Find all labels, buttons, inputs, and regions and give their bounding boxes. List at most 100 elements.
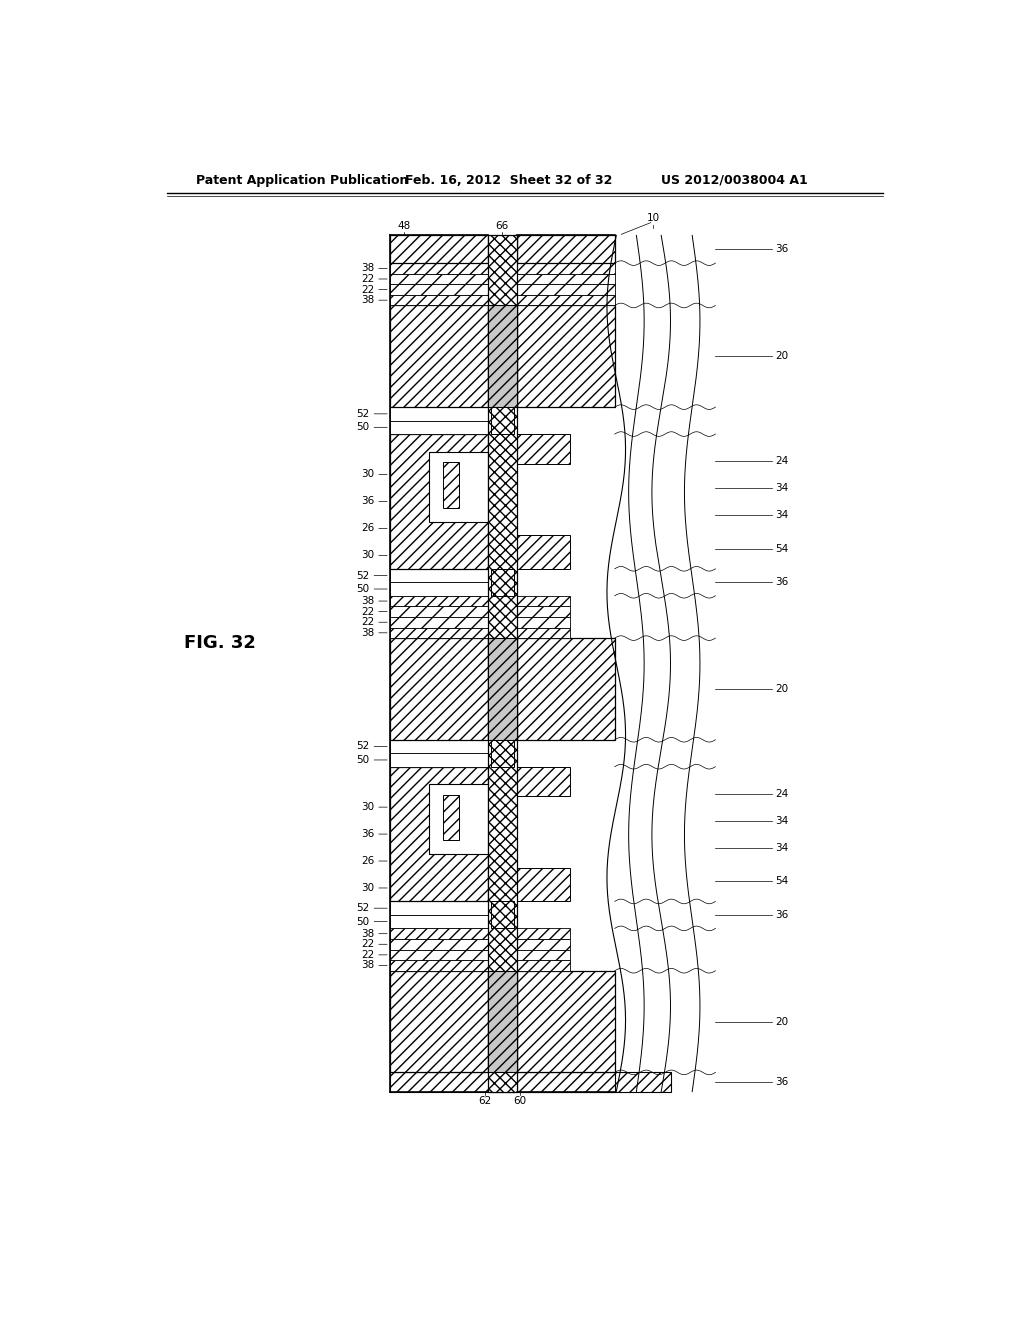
Bar — [390, 915, 487, 928]
Text: 38: 38 — [361, 628, 375, 638]
Text: 30: 30 — [361, 803, 375, 812]
Text: 50: 50 — [356, 916, 370, 927]
Bar — [390, 294, 487, 305]
Bar — [487, 970, 517, 1072]
Text: 62: 62 — [478, 1096, 492, 1106]
Text: 22: 22 — [361, 607, 375, 616]
Bar — [390, 754, 487, 767]
Bar — [487, 638, 517, 739]
Text: 38: 38 — [361, 961, 375, 970]
Text: 20: 20 — [775, 351, 788, 362]
Text: 60: 60 — [514, 1096, 526, 1106]
Text: 22: 22 — [361, 275, 375, 284]
Bar — [390, 949, 487, 960]
Bar — [390, 273, 487, 284]
Bar — [517, 928, 569, 939]
Text: Feb. 16, 2012  Sheet 32 of 32: Feb. 16, 2012 Sheet 32 of 32 — [406, 174, 612, 187]
Bar — [390, 421, 487, 434]
Bar — [390, 616, 487, 627]
Bar — [487, 305, 517, 407]
Text: Patent Application Publication: Patent Application Publication — [197, 174, 409, 187]
Bar — [390, 928, 487, 939]
Text: 38: 38 — [361, 264, 375, 273]
Bar — [517, 627, 569, 638]
Bar — [517, 235, 614, 263]
Bar — [390, 284, 487, 294]
Bar — [517, 606, 569, 616]
Text: 50: 50 — [356, 755, 370, 766]
Text: US 2012/0038004 A1: US 2012/0038004 A1 — [662, 174, 808, 187]
Text: 30: 30 — [361, 470, 375, 479]
Bar — [517, 595, 569, 606]
Text: 52: 52 — [356, 742, 370, 751]
Text: 36: 36 — [361, 496, 375, 507]
Bar — [390, 582, 487, 595]
Text: 36: 36 — [775, 909, 788, 920]
Text: 20: 20 — [775, 684, 788, 694]
Text: 24: 24 — [775, 455, 788, 466]
Text: 52: 52 — [356, 570, 370, 581]
Bar — [517, 949, 569, 960]
Bar — [390, 739, 487, 754]
Text: 54: 54 — [775, 544, 788, 553]
Text: 34: 34 — [775, 510, 788, 520]
Text: 30: 30 — [361, 550, 375, 560]
Bar — [517, 638, 614, 739]
Text: 34: 34 — [775, 483, 788, 492]
Text: 50: 50 — [356, 422, 370, 433]
Text: 24: 24 — [775, 788, 788, 799]
Bar — [390, 638, 487, 739]
Text: 66: 66 — [496, 220, 509, 231]
Text: 22: 22 — [361, 940, 375, 949]
Text: 26: 26 — [361, 524, 375, 533]
Bar — [517, 294, 614, 305]
Text: 22: 22 — [361, 950, 375, 960]
Bar — [390, 606, 487, 616]
Text: 34: 34 — [775, 842, 788, 853]
Text: 34: 34 — [775, 816, 788, 825]
Bar — [390, 970, 487, 1072]
Text: 10: 10 — [647, 213, 660, 223]
Bar — [517, 263, 614, 273]
Bar — [390, 434, 487, 569]
Text: 36: 36 — [361, 829, 375, 840]
Bar — [517, 535, 569, 569]
Bar — [490, 902, 514, 928]
Bar — [517, 1072, 614, 1092]
Bar — [390, 939, 487, 949]
Text: 50: 50 — [356, 583, 370, 594]
Text: 48: 48 — [397, 220, 411, 231]
Text: 36: 36 — [775, 577, 788, 587]
Bar — [390, 627, 487, 638]
Bar — [517, 616, 569, 627]
Text: 38: 38 — [361, 929, 375, 939]
Text: 22: 22 — [361, 285, 375, 294]
Bar — [517, 970, 614, 1072]
Bar — [390, 263, 487, 273]
Bar — [490, 739, 514, 767]
Text: 30: 30 — [361, 883, 375, 892]
Bar — [517, 273, 614, 284]
Bar — [390, 1072, 671, 1092]
Text: 20: 20 — [775, 1016, 788, 1027]
Bar — [442, 462, 459, 508]
Bar — [517, 305, 614, 407]
Text: 38: 38 — [361, 597, 375, 606]
Bar — [490, 407, 514, 434]
Bar — [517, 767, 569, 796]
Bar — [429, 451, 487, 521]
Bar — [390, 569, 487, 582]
Bar — [442, 795, 459, 841]
Text: 54: 54 — [775, 876, 788, 886]
Bar — [517, 867, 569, 902]
Bar — [390, 305, 487, 407]
Bar — [429, 784, 487, 854]
Text: 38: 38 — [361, 296, 375, 305]
Text: 52: 52 — [356, 903, 370, 913]
Text: 26: 26 — [361, 857, 375, 866]
Bar — [517, 939, 569, 949]
Bar — [517, 434, 569, 463]
Bar — [487, 235, 517, 1092]
Bar — [390, 960, 487, 970]
Bar — [517, 960, 569, 970]
